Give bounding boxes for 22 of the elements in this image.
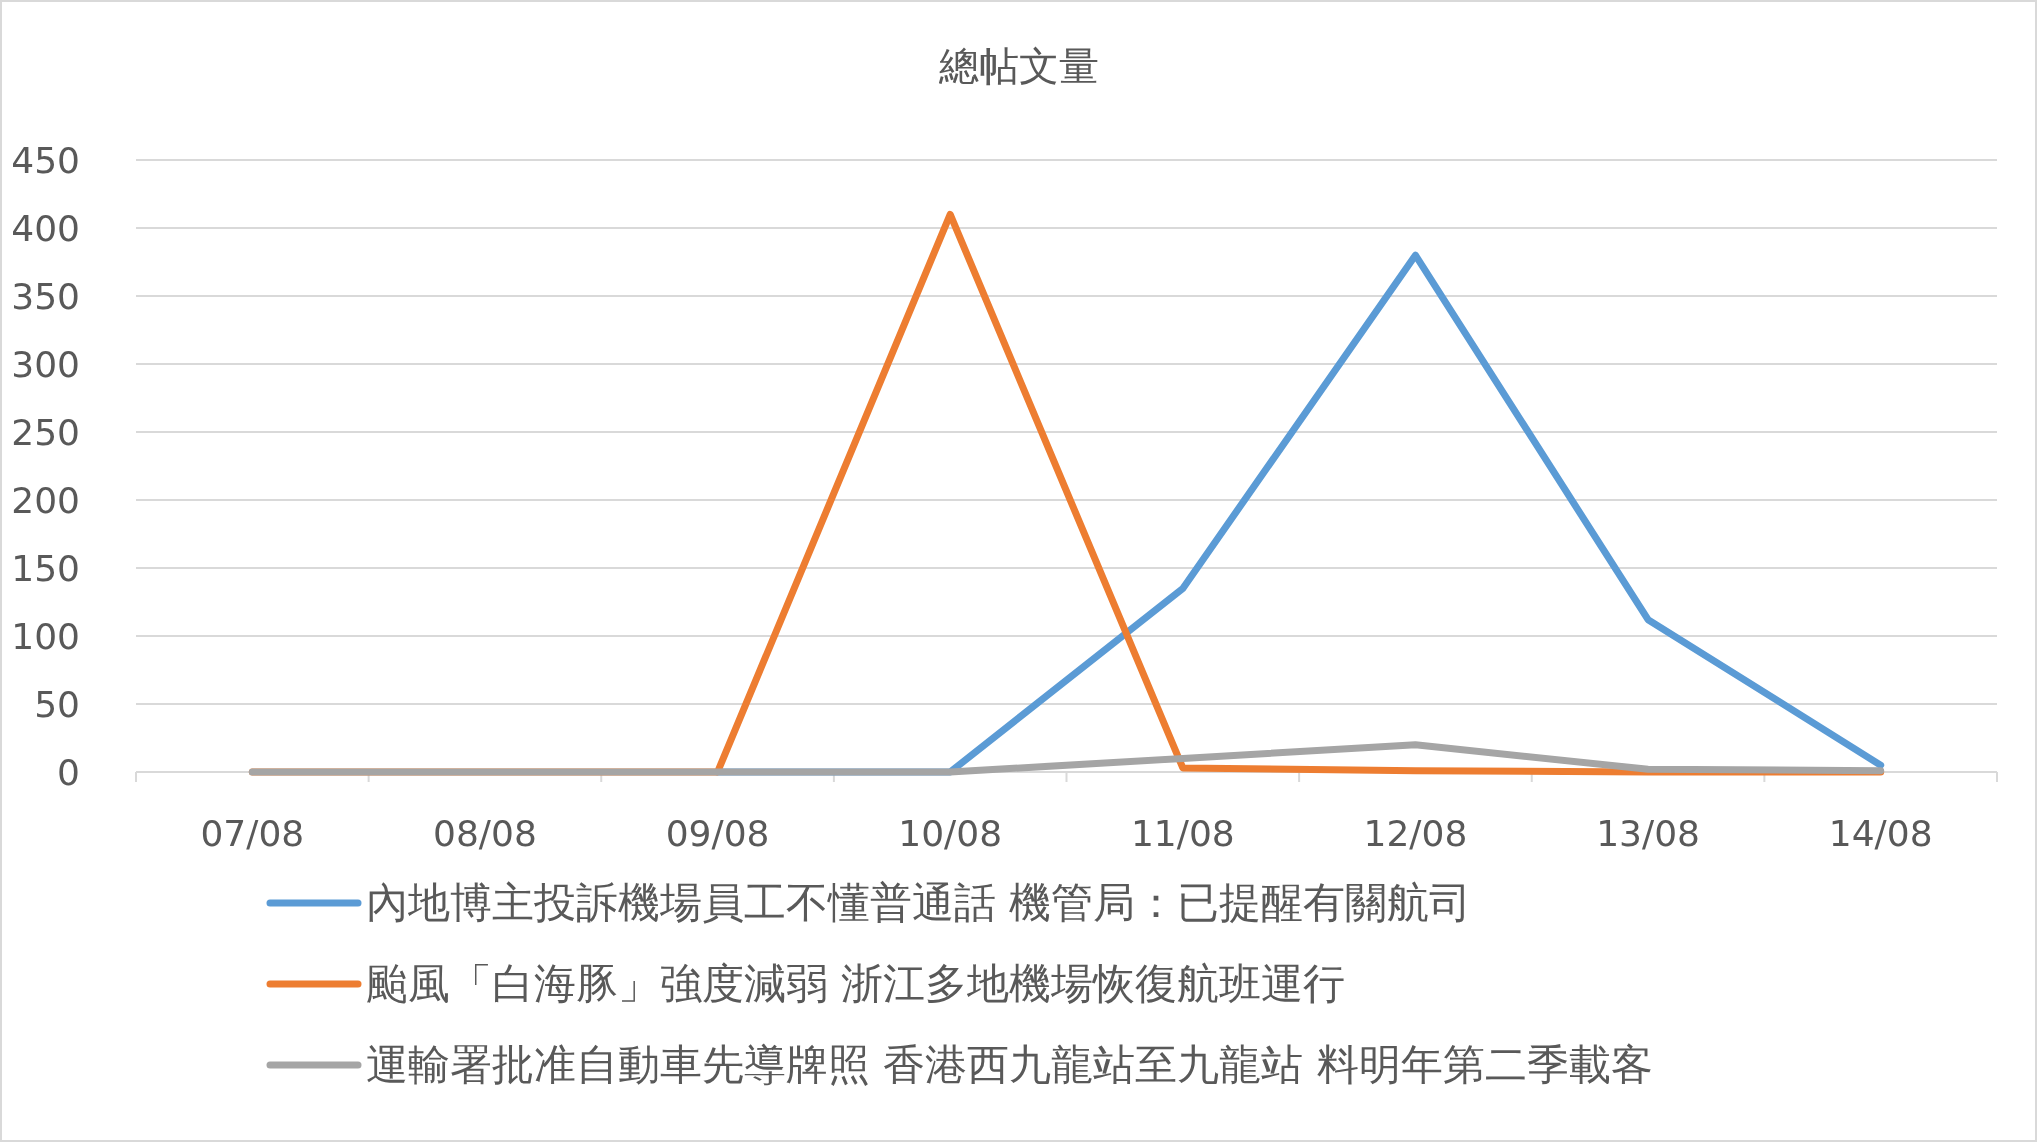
y-tick-label: 450: [11, 140, 80, 181]
x-tick-label: 13/08: [1596, 813, 1700, 854]
x-tick-label: 09/08: [665, 813, 770, 854]
x-tick-label: 08/08: [433, 813, 537, 854]
y-tick-label: 250: [11, 412, 80, 453]
legend-item: 颱風「白海豚」強度減弱 浙江多地機場恢復航班運行: [266, 959, 1346, 1008]
y-tick-label: 350: [11, 276, 80, 317]
x-tick-label: 07/08: [200, 813, 305, 854]
legend-item: 運輸署批准自動車先導牌照 香港西九龍站至九龍站 料明年第二季載客: [266, 1040, 1653, 1089]
y-tick-label: 400: [11, 208, 80, 249]
y-tick-label: 0: [57, 752, 80, 793]
y-tick-label: 150: [11, 548, 80, 589]
x-tick-label: 14/08: [1828, 813, 1933, 854]
y-tick-label: 50: [34, 684, 80, 725]
x-tick-label: 11/08: [1130, 813, 1235, 854]
y-tick-label: 100: [11, 616, 80, 657]
legend-item: 內地博主投訴機場員工不懂普通話 機管局：已提醒有關航司: [266, 878, 1472, 927]
y-tick-label: 200: [11, 480, 80, 521]
x-tick-label: 10/08: [898, 813, 1003, 854]
y-tick-label: 300: [11, 344, 80, 385]
chart-title: 總帖文量: [937, 43, 1099, 89]
x-tick-label: 12/08: [1363, 813, 1468, 854]
